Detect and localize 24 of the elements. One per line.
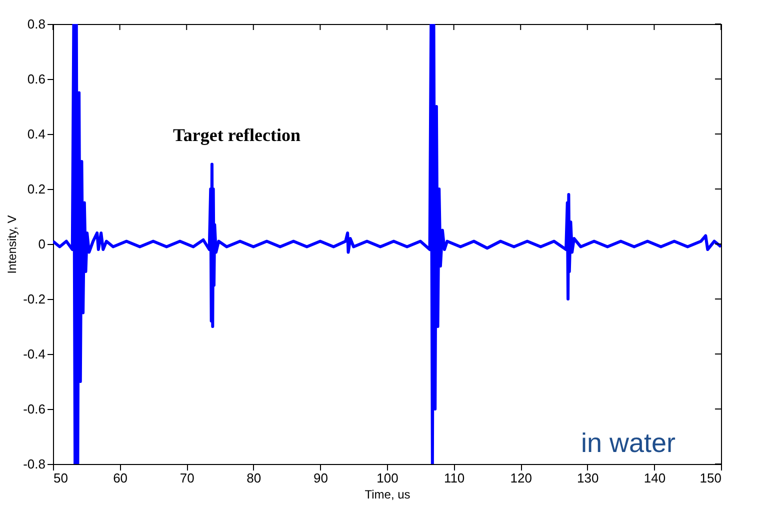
x-tick-label: 70 [180, 470, 194, 486]
x-tick-label: 110 [444, 470, 465, 486]
x-tick-label: 50 [54, 470, 68, 486]
x-tick-label: 60 [113, 470, 128, 486]
x-tick-label: 140 [644, 470, 666, 486]
x-tick-label: 150 [700, 470, 722, 486]
y-tick-label: -0.6 [23, 402, 46, 416]
annotation: in water [581, 428, 676, 458]
annotation: Target reflection [173, 125, 300, 145]
y-axis-title: Intensity, V [5, 215, 20, 274]
y-tick-label: 0.4 [27, 126, 46, 142]
x-tick-label: 80 [246, 470, 262, 486]
x-axis-title: Time, us [364, 488, 410, 502]
x-tick-label: 130 [577, 470, 599, 486]
y-tick-label: 0.2 [27, 182, 46, 196]
y-tick-label: 0.6 [27, 72, 46, 86]
y-tick-label: -0.2 [23, 292, 46, 306]
x-tick-label: 100 [376, 470, 398, 486]
x-tick-label: 120 [510, 470, 532, 486]
y-tick-label: -0.4 [23, 346, 46, 362]
y-tick-label: 0.8 [27, 16, 46, 32]
y-tick-label: 0 [38, 236, 46, 252]
y-tick-label: -0.8 [23, 456, 46, 472]
x-tick-label: 90 [313, 470, 328, 486]
